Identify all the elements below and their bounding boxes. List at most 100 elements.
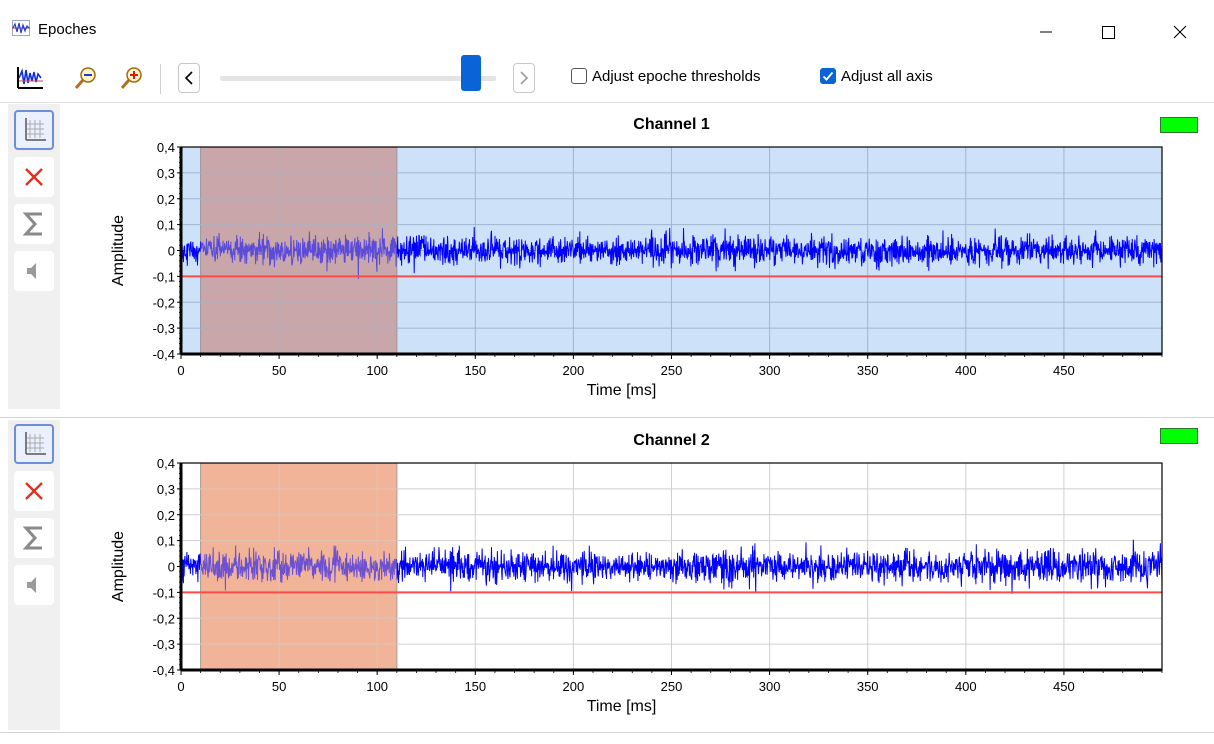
x-tick-label: 100 <box>366 679 388 694</box>
channel-1-sidebar <box>8 104 60 409</box>
x-tick-label: 350 <box>857 363 879 378</box>
y-tick-label: 0,3 <box>157 482 175 497</box>
y-tick-label: 0 <box>168 560 175 575</box>
x-tick-label: 400 <box>955 679 977 694</box>
sigma-icon <box>22 526 42 550</box>
chevron-left-icon <box>184 71 193 85</box>
selection-overlay <box>200 147 397 354</box>
x-tick-label: 100 <box>366 363 388 378</box>
epoch-slider-track[interactable] <box>220 76 496 81</box>
app-icon <box>12 20 30 36</box>
panel-divider <box>0 417 1214 418</box>
minimize-button[interactable] <box>1024 12 1068 52</box>
y-tick-label: 0,1 <box>157 218 175 233</box>
channel-1-status-lamp <box>1160 117 1198 133</box>
channel-2-remove-button[interactable] <box>14 471 54 511</box>
adjust-axis-checkbox[interactable] <box>820 68 836 84</box>
x-tick-label: 450 <box>1053 679 1075 694</box>
y-axis-label: Amplitude <box>110 531 127 602</box>
maximize-icon <box>1102 26 1115 39</box>
minimize-icon <box>1040 31 1052 33</box>
x-tick-label: 350 <box>857 679 879 694</box>
previous-epoch-button[interactable] <box>178 63 200 93</box>
x-tick-label: 300 <box>759 679 781 694</box>
grid-chart-icon <box>25 118 46 141</box>
grid-chart-icon <box>25 432 46 455</box>
y-tick-label: -0,4 <box>153 663 175 678</box>
chart-title: Channel 2 <box>633 432 710 449</box>
y-tick-label: -0,4 <box>153 347 175 362</box>
channel-2-status-lamp <box>1160 428 1198 444</box>
waveform-view-button[interactable] <box>16 64 44 92</box>
x-tick-label: 50 <box>272 679 286 694</box>
x-axis-label: Time [ms] <box>587 698 657 715</box>
channel-2-chart: Channel 20,40,30,20,10-0,1-0,2-0,3-0,40 5… <box>110 432 1163 715</box>
y-tick-label: -0,2 <box>153 611 175 626</box>
signal-line <box>180 539 1163 594</box>
close-button[interactable] <box>1158 12 1202 52</box>
adjust-thresholds-label: Adjust epoche thresholds <box>592 68 761 85</box>
y-tick-label: -0,1 <box>153 585 175 600</box>
channel-1-chart: Channel 10,40,30,20,10-0,1-0,2-0,3-0,40 5… <box>110 116 1163 399</box>
x-tick-label: 200 <box>563 363 585 378</box>
x-tick-label: 200 <box>563 679 585 694</box>
adjust-axis-label: Adjust all axis <box>841 68 933 85</box>
x-tick-label: 250 <box>661 679 683 694</box>
x-tick-label: 0 <box>177 363 184 378</box>
channel-1-grid-button[interactable] <box>14 110 54 150</box>
panel-divider <box>0 732 1214 733</box>
zoom-out-button[interactable] <box>72 64 100 92</box>
maximize-button[interactable] <box>1086 12 1130 52</box>
x-tick-label: 150 <box>464 363 486 378</box>
x-tick-label: 250 <box>661 363 683 378</box>
y-tick-label: -0,3 <box>153 321 175 336</box>
x-tick-label: 0 <box>177 679 184 694</box>
zoom-in-icon <box>120 67 142 89</box>
close-icon <box>25 168 43 186</box>
checkmark-icon <box>822 71 834 81</box>
y-tick-label: 0,1 <box>157 534 175 549</box>
x-tick-label: 450 <box>1053 363 1075 378</box>
sigma-icon <box>22 212 42 236</box>
y-tick-label: 0,3 <box>157 166 175 181</box>
waveform-view-icon <box>17 67 43 89</box>
y-axis-label: Amplitude <box>110 215 127 286</box>
chart-title: Channel 1 <box>633 116 710 133</box>
channel-2-sound-button[interactable] <box>14 565 54 605</box>
speaker-icon <box>27 577 36 593</box>
channel-2-sum-button[interactable] <box>14 518 54 558</box>
x-tick-label: 50 <box>272 363 286 378</box>
y-tick-label: 0,4 <box>157 140 175 155</box>
x-tick-label: 300 <box>759 363 781 378</box>
toolbar-separator <box>160 64 161 94</box>
channel-1-sum-button[interactable] <box>14 204 54 244</box>
y-tick-label: 0,2 <box>157 192 175 207</box>
x-tick-label: 400 <box>955 363 977 378</box>
title-bar: Epoches <box>0 0 1214 56</box>
y-tick-label: 0,4 <box>157 456 175 471</box>
signal-line <box>180 226 1163 279</box>
y-tick-label: -0,1 <box>153 269 175 284</box>
close-icon <box>1173 25 1187 39</box>
speaker-icon <box>27 263 36 279</box>
next-epoch-button[interactable] <box>513 63 535 93</box>
window-title: Epoches <box>38 21 97 38</box>
selection-overlay <box>200 463 397 670</box>
chevron-right-icon <box>520 71 529 85</box>
y-tick-label: -0,2 <box>153 295 175 310</box>
y-tick-label: 0,2 <box>157 508 175 523</box>
close-icon <box>25 482 43 500</box>
epoch-slider-thumb[interactable] <box>460 55 481 91</box>
channel-2-sidebar <box>8 420 60 730</box>
y-tick-label: -0,3 <box>153 637 175 652</box>
y-tick-label: 0 <box>168 244 175 259</box>
channel-1-remove-button[interactable] <box>14 157 54 197</box>
channel-1-sound-button[interactable] <box>14 251 54 291</box>
zoom-out-icon <box>74 67 96 89</box>
channel-2-grid-button[interactable] <box>14 424 54 464</box>
x-axis-label: Time [ms] <box>587 382 657 399</box>
zoom-in-button[interactable] <box>118 64 146 92</box>
toolbar: Adjust epoche thresholds Adjust all axis <box>0 56 1214 103</box>
adjust-thresholds-checkbox[interactable] <box>571 68 587 84</box>
x-tick-label: 150 <box>464 679 486 694</box>
